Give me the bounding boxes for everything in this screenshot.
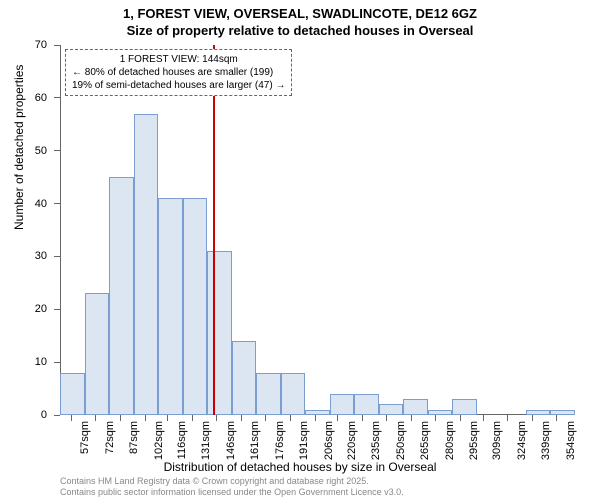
plot-area: 01020304050607057sqm72sqm87sqm102sqm116s… [60,45,570,415]
histogram-bar [403,399,428,415]
ytick-label: 30 [35,250,60,262]
histogram-bar [109,177,134,415]
ytick-label: 20 [35,303,60,315]
histogram-bar [452,399,477,415]
xtick-label: 250sqm [387,415,407,460]
histogram-bar [134,114,159,415]
ytick-label: 10 [35,356,60,368]
info-line-2: ← 80% of detached houses are smaller (19… [72,66,285,79]
info-line-3: 19% of semi-detached houses are larger (… [72,79,285,92]
xtick-label: 339sqm [532,415,552,460]
xtick-label: 220sqm [338,415,358,460]
histogram-bar [232,341,257,415]
histogram-bar [85,293,110,415]
xtick-label: 191sqm [290,415,310,460]
info-box: 1 FOREST VIEW: 144sqm← 80% of detached h… [65,49,292,96]
y-axis-line [60,45,61,415]
xtick-label: 354sqm [557,415,577,460]
y-axis-label: Number of detached properties [12,65,26,230]
xtick-label: 309sqm [483,415,503,460]
xtick-label: 116sqm [168,415,188,459]
xtick-label: 87sqm [120,415,140,454]
x-axis-label: Distribution of detached houses by size … [0,460,600,474]
xtick-label: 146sqm [217,415,237,460]
xtick-label: 280sqm [436,415,456,460]
xtick-label: 72sqm [96,415,116,454]
xtick-label: 176sqm [266,415,286,460]
title-line-1: 1, FOREST VIEW, OVERSEAL, SWADLINCOTE, D… [123,6,477,21]
chart-title: 1, FOREST VIEW, OVERSEAL, SWADLINCOTE, D… [0,0,600,40]
xtick-label: 265sqm [411,415,431,460]
footer-attribution: Contains HM Land Registry data © Crown c… [60,476,404,498]
histogram-bar [330,394,355,415]
chart-container: 1, FOREST VIEW, OVERSEAL, SWADLINCOTE, D… [0,0,600,500]
histogram-bar [354,394,379,415]
histogram-bar [256,373,281,415]
ytick-label: 60 [35,92,60,104]
reference-line [213,45,215,415]
histogram-bar [183,198,208,415]
histogram-bar [428,410,453,415]
xtick-label: 235sqm [362,415,382,460]
ytick-label: 50 [35,145,60,157]
xtick-label: 57sqm [71,415,91,454]
histogram-bar [550,410,575,415]
histogram-bar [526,410,551,415]
footer-line-1: Contains HM Land Registry data © Crown c… [60,476,369,486]
xtick-label: 161sqm [241,415,261,460]
xtick-label: 295sqm [460,415,480,460]
histogram-bar [281,373,306,415]
ytick-label: 70 [35,39,60,51]
xtick-label: 206sqm [315,415,335,460]
footer-line-2: Contains public sector information licen… [60,487,404,497]
histogram-bar [60,373,85,415]
info-line-1: 1 FOREST VIEW: 144sqm [72,53,285,66]
title-line-2: Size of property relative to detached ho… [127,23,474,38]
ytick-label: 0 [41,409,60,421]
histogram-bar [305,410,330,415]
histogram-bar [207,251,232,415]
xtick-label: 131sqm [192,415,212,460]
histogram-bar [158,198,183,415]
histogram-bar [379,404,404,415]
xtick-label: 324sqm [508,415,528,460]
xtick-label: 102sqm [145,415,165,460]
ytick-label: 40 [35,198,60,210]
